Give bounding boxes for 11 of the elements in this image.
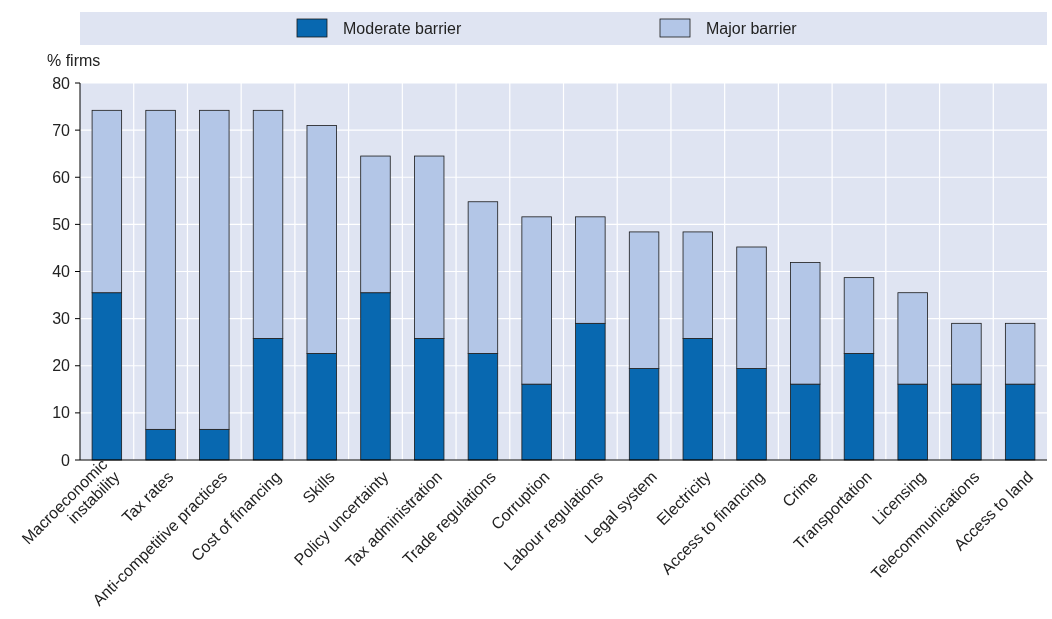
y-tick-label: 50 [52,215,71,233]
legend-label: Moderate barrier [343,20,462,37]
y-tick-label: 20 [52,357,71,375]
legend-label: Major barrier [706,20,798,37]
y-tick-label: 10 [52,404,71,422]
y-tick-label: 70 [52,121,71,139]
y-tick-label: 80 [52,74,71,92]
y-tick-label: 40 [52,263,71,281]
y-axis-title: % firms [47,52,101,69]
y-tick-label: 30 [52,310,71,328]
y-tick-label: 60 [52,168,71,186]
